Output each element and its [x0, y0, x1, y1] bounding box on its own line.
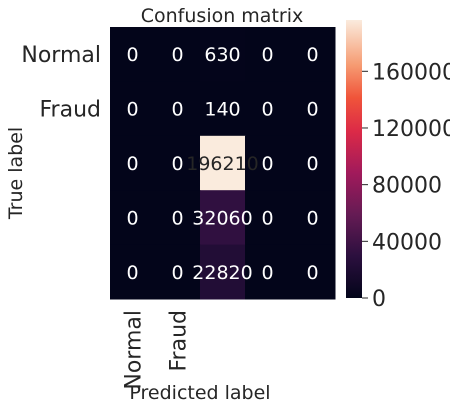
- colorbar-tick-label: 0: [372, 287, 386, 312]
- y-tick-label: Fraud: [40, 98, 102, 123]
- heatmap-cell-label: 0: [306, 153, 318, 175]
- heatmap-cell-label: 0: [261, 207, 273, 229]
- heatmap-cells: [110, 27, 336, 300]
- heatmap-cell-label: 0: [126, 99, 138, 121]
- heatmap-cell: [245, 81, 291, 137]
- heatmap-cell: [290, 244, 336, 300]
- x-tick-label: Normal: [122, 310, 147, 390]
- heatmap-cell-label: 140: [204, 99, 240, 121]
- heatmap-cell: [200, 27, 246, 82]
- heatmap-cell-label: 0: [171, 262, 183, 284]
- heatmap-cell: [245, 244, 291, 300]
- heatmap-cell: [155, 135, 201, 191]
- heatmap-cell-label: 0: [306, 44, 318, 66]
- x-tick-labels: Normal Fraud: [122, 310, 192, 390]
- heatmap-cell: [290, 27, 336, 82]
- heatmap-cell: [200, 244, 246, 300]
- heatmap-cell-label: 196210: [186, 153, 259, 175]
- heatmap-cell: [110, 135, 156, 191]
- heatmap-cell-label: 630: [204, 44, 240, 66]
- heatmap-cell: [245, 27, 291, 82]
- heatmap-cell: [155, 190, 201, 246]
- heatmap-cell-label: 0: [171, 44, 183, 66]
- heatmap-cell-label: 0: [306, 207, 318, 229]
- x-axis-title: Predicted label: [129, 382, 270, 404]
- heatmap-cell-label: 22820: [192, 262, 252, 284]
- colorbar: [346, 20, 362, 298]
- heatmap-cell: [245, 190, 291, 246]
- heatmap-cell-label: 0: [171, 153, 183, 175]
- heatmap-cell-label: 0: [126, 207, 138, 229]
- heatmap-cell: [155, 27, 201, 82]
- y-axis-title: True label: [5, 127, 27, 220]
- heatmap-cell-label: 0: [126, 44, 138, 66]
- heatmap-cell-label: 0: [261, 99, 273, 121]
- chart-title: Confusion matrix: [141, 5, 303, 27]
- heatmap-cell: [290, 81, 336, 137]
- heatmap-cell: [155, 81, 201, 137]
- colorbar-tick-label: 160000: [372, 60, 450, 85]
- heatmap-cell-label: 0: [126, 262, 138, 284]
- heatmap-cell: [200, 81, 246, 137]
- y-tick-labels: Normal Fraud: [21, 43, 101, 122]
- x-tick-label: Fraud: [167, 310, 192, 372]
- heatmap-cell: [200, 135, 246, 191]
- heatmap-cell: [290, 135, 336, 191]
- colorbar-tick-label: 40000: [372, 230, 442, 255]
- heatmap-cell-label: 32060: [192, 207, 252, 229]
- colorbar-tick-label: 120000: [372, 117, 450, 142]
- heatmap-cell: [110, 27, 156, 82]
- heatmap-cell: [110, 244, 156, 300]
- heatmap-cell-label: 0: [126, 153, 138, 175]
- heatmap-cell-label: 0: [306, 99, 318, 121]
- colorbar-ticks: 0 40000 80000 120000 160000: [362, 60, 450, 312]
- heatmap-cell-label: 0: [171, 207, 183, 229]
- heatmap-cell-label: 0: [261, 153, 273, 175]
- heatmap-cell-label: 0: [171, 99, 183, 121]
- colorbar-tick-label: 80000: [372, 174, 442, 199]
- heatmap-cell: [200, 190, 246, 246]
- heatmap-cell: [110, 81, 156, 137]
- heatmap-cell: [245, 135, 291, 191]
- heatmap-cell-label: 0: [261, 262, 273, 284]
- heatmap-cell: [290, 190, 336, 246]
- heatmap-cell-labels: 0 0 630 0 00 0 140 0 00 0 196210 0 00 0 32060 0 00 0 22820…: [126, 44, 318, 284]
- heatmap-cell-label: 0: [306, 262, 318, 284]
- heatmap-cell: [155, 244, 201, 300]
- heatmap-cell: [110, 190, 156, 246]
- y-tick-label: Normal: [21, 43, 101, 68]
- heatmap-cell-label: 0: [261, 44, 273, 66]
